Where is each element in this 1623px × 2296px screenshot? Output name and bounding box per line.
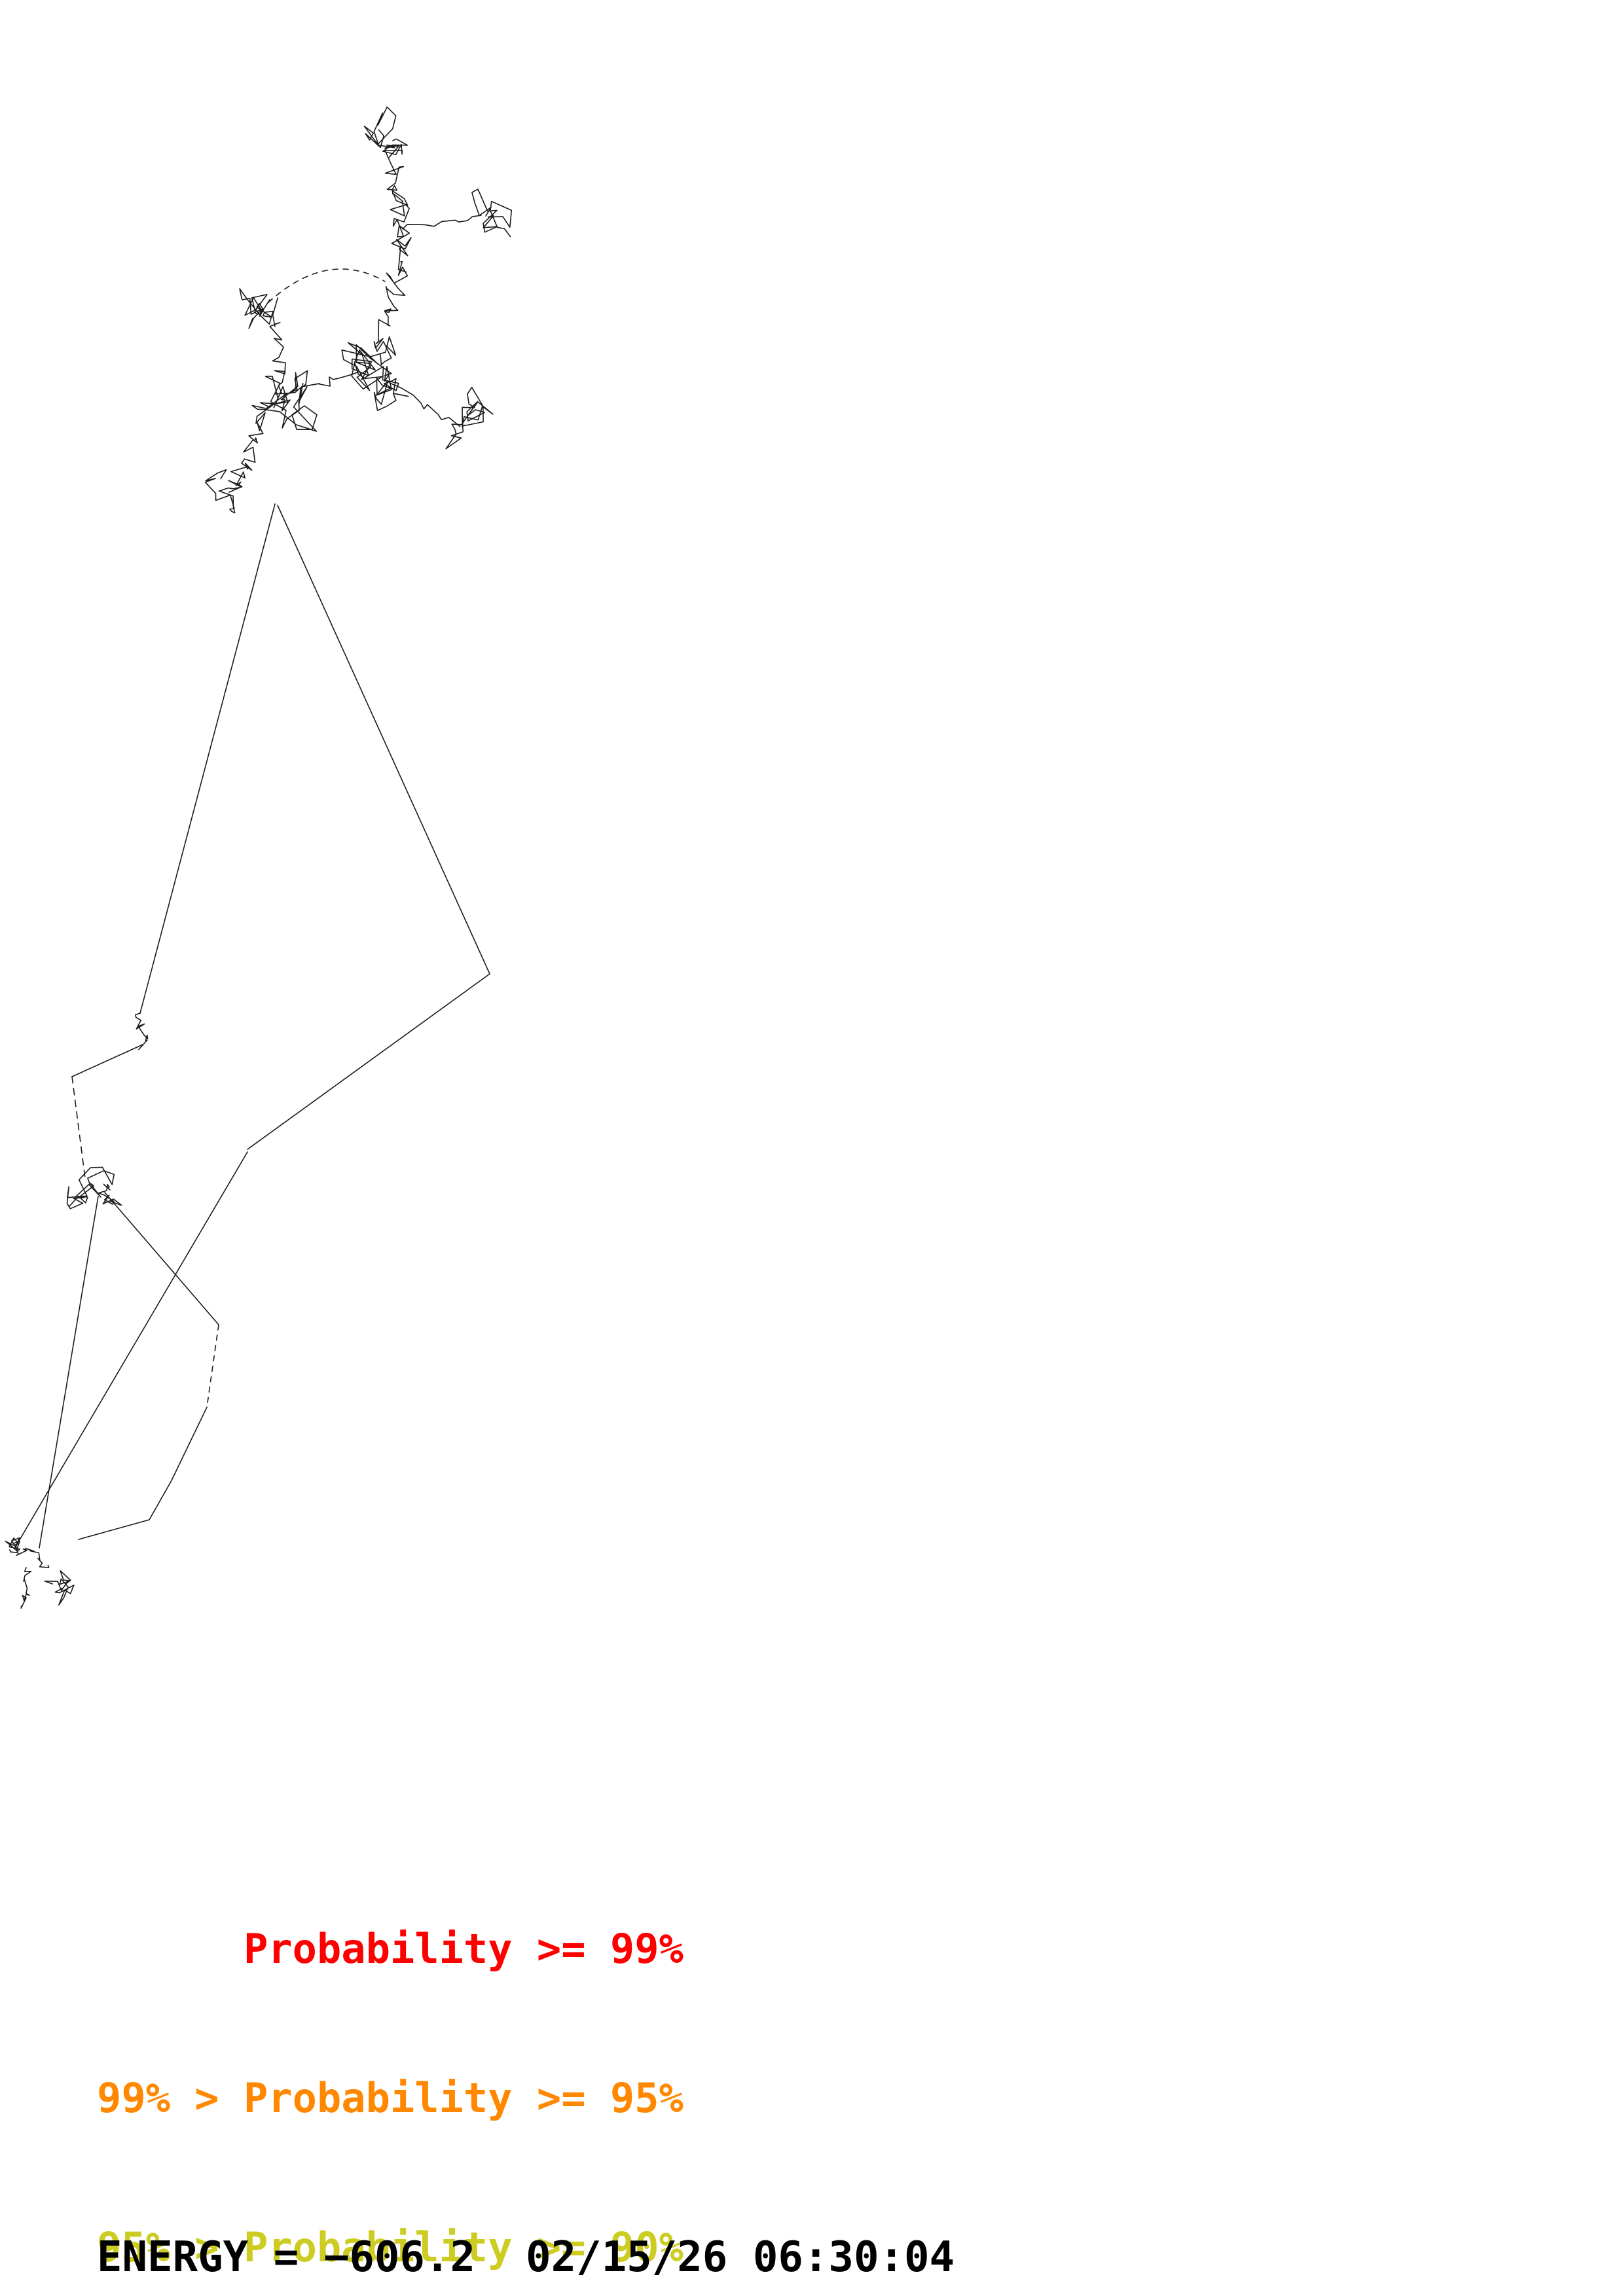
structure-line: [239, 288, 274, 329]
structure-line: [230, 402, 275, 486]
structure-line: [204, 469, 243, 514]
probability-legend: Probability >= 99% 99% > Probability >= …: [97, 1825, 684, 2296]
structure-line: [269, 297, 286, 393]
structure-line: [247, 973, 490, 1150]
structure-line: [78, 1519, 150, 1540]
structure-line: [291, 405, 318, 430]
structure-line: [373, 260, 409, 366]
structure-line: [402, 215, 482, 230]
structure-line: [66, 1166, 115, 1210]
structure-line: [135, 1013, 149, 1050]
legend-item: 95% > Probability >= 90%: [97, 2223, 684, 2271]
structure-line: [71, 1044, 143, 1077]
structure-line: [283, 371, 359, 399]
structure-line: [268, 268, 386, 303]
structure-line: [44, 1570, 75, 1606]
structure-line: [12, 1541, 50, 1568]
structure-line: [104, 1192, 219, 1325]
structure-line: [5, 1537, 20, 1553]
structure-line: [471, 188, 513, 238]
structure-line: [251, 370, 318, 432]
structure-line: [445, 387, 494, 450]
legend-item: Probability >= 99%: [97, 1925, 684, 1973]
energy-line: ENERGY = −606.2 02/15/26 06:30:04: [97, 2233, 955, 2282]
structure-line: [39, 1196, 99, 1549]
structure-line: [20, 1567, 32, 1609]
structure-line: [149, 1407, 208, 1520]
structure-line: [139, 503, 276, 1014]
structure-line: [18, 1151, 248, 1543]
structure-line: [206, 1324, 219, 1408]
structure-line: [382, 143, 412, 273]
structure-line: [98, 1183, 122, 1206]
structure-line: [389, 382, 461, 427]
structure-line: [71, 1076, 86, 1179]
legend-item: 99% > Probability >= 95%: [97, 2074, 684, 2122]
structure-line: [341, 336, 409, 411]
structure-line: [277, 505, 490, 975]
